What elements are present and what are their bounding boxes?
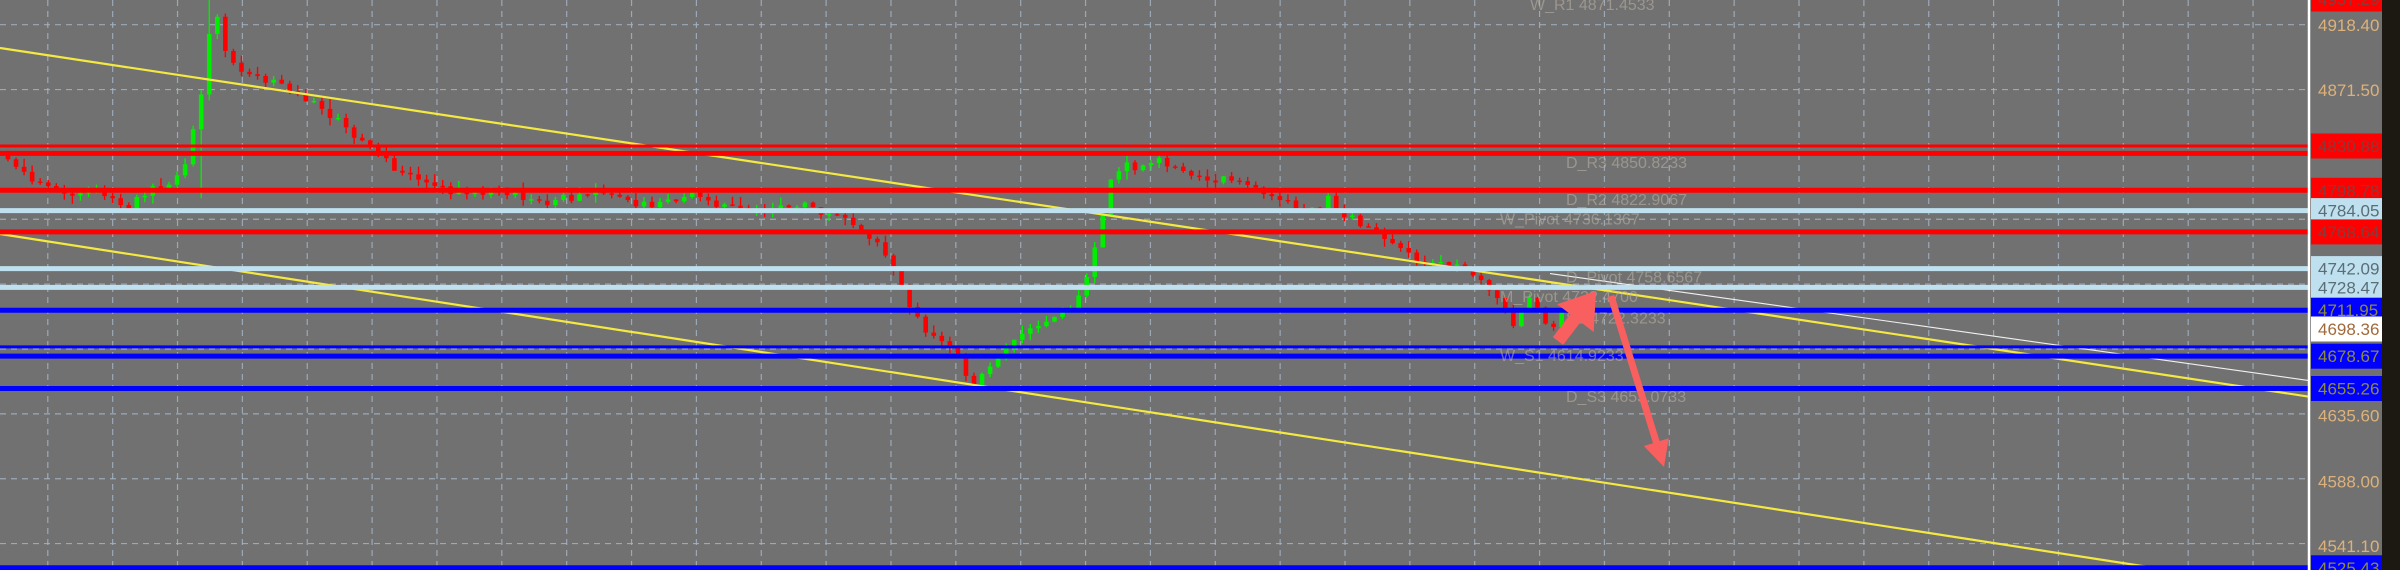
- svg-text:4635.60: 4635.60: [2318, 407, 2379, 426]
- svg-text:4830.88: 4830.88: [2318, 137, 2379, 156]
- svg-text:D_Pivot 4758.6567: D_Pivot 4758.6567: [1566, 270, 1702, 287]
- svg-text:4918.40: 4918.40: [2318, 16, 2379, 35]
- svg-text:4588.00: 4588.00: [2318, 472, 2379, 491]
- svg-text:4541.10: 4541.10: [2318, 537, 2379, 556]
- svg-text:4798.78: 4798.78: [2318, 181, 2379, 200]
- svg-text:4937.29: 4937.29: [2318, 0, 2379, 9]
- svg-text:D_R2 4822.9067: D_R2 4822.9067: [1566, 192, 1687, 209]
- svg-text:4655.26: 4655.26: [2318, 380, 2379, 399]
- svg-text:4784.05: 4784.05: [2318, 202, 2379, 221]
- svg-text:W_R1 4871.4533: W_R1 4871.4533: [1530, 0, 1655, 14]
- svg-text:4678.67: 4678.67: [2318, 347, 2379, 366]
- svg-text:4698.36: 4698.36: [2318, 320, 2379, 339]
- svg-text:4728.47: 4728.47: [2318, 278, 2379, 297]
- svg-text:D_R3 4850.8233: D_R3 4850.8233: [1566, 155, 1687, 172]
- svg-text:4768.64: 4768.64: [2318, 223, 2379, 242]
- svg-text:D_S3 4653.0733: D_S3 4653.0733: [1566, 389, 1686, 406]
- svg-text:4525.43: 4525.43: [2318, 559, 2379, 570]
- svg-text:4871.50: 4871.50: [2318, 81, 2379, 100]
- svg-text:W_S1 4614.9233: W_S1 4614.9233: [1500, 348, 1624, 365]
- svg-text:W_Pivot 4736.1367: W_Pivot 4736.1367: [1500, 212, 1640, 229]
